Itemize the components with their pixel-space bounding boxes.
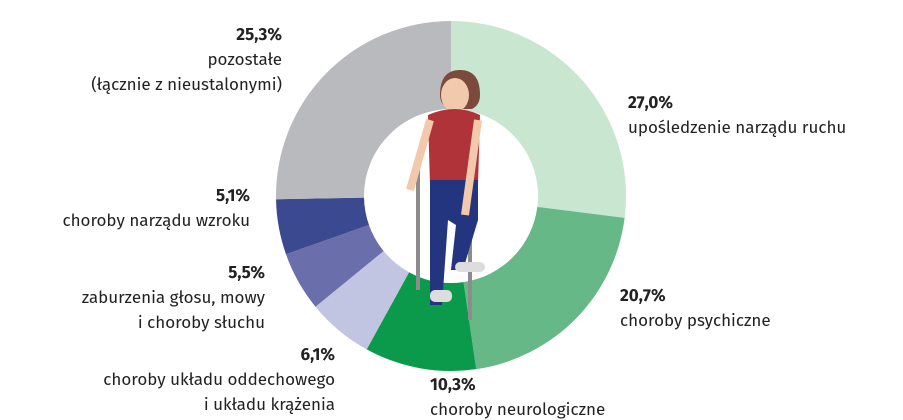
category-label: choroby neurologiczne <box>430 397 605 420</box>
chart: 27,0%upośledzenie narządu ruchu20,7%chor… <box>0 0 903 420</box>
value-label: 25,3% <box>91 22 282 47</box>
category-label: pozostałe (łącznie z nieustalonymi) <box>91 47 282 97</box>
value-label: 10,3% <box>430 372 605 397</box>
slice-label: 27,0%upośledzenie narządu ruchu <box>628 90 846 140</box>
slice <box>276 21 451 199</box>
category-label: choroby psychiczne <box>620 308 771 333</box>
value-label: 5,1% <box>62 183 250 208</box>
category-label: upośledzenie narządu ruchu <box>628 115 846 140</box>
category-label: choroby narządu wzroku <box>62 208 250 233</box>
slice-label: 10,3%choroby neurologiczne <box>430 372 605 420</box>
slice-label: 20,7%choroby psychiczne <box>620 283 771 333</box>
slice <box>464 207 625 369</box>
slice-label: 5,1%choroby narządu wzroku <box>62 183 250 233</box>
slice-label: 6,1%choroby układu oddechowego i układu … <box>103 342 335 417</box>
slice-label: 5,5%zaburzenia głosu, mowy i choroby słu… <box>82 260 265 335</box>
value-label: 20,7% <box>620 283 771 308</box>
category-label: zaburzenia głosu, mowy i choroby słuchu <box>82 285 265 335</box>
value-label: 5,5% <box>82 260 265 285</box>
slice-label: 25,3%pozostałe (łącznie z nieustalonymi) <box>91 22 282 97</box>
value-label: 6,1% <box>103 342 335 367</box>
value-label: 27,0% <box>628 90 846 115</box>
category-label: choroby układu oddechowego i układu krąż… <box>103 367 335 417</box>
